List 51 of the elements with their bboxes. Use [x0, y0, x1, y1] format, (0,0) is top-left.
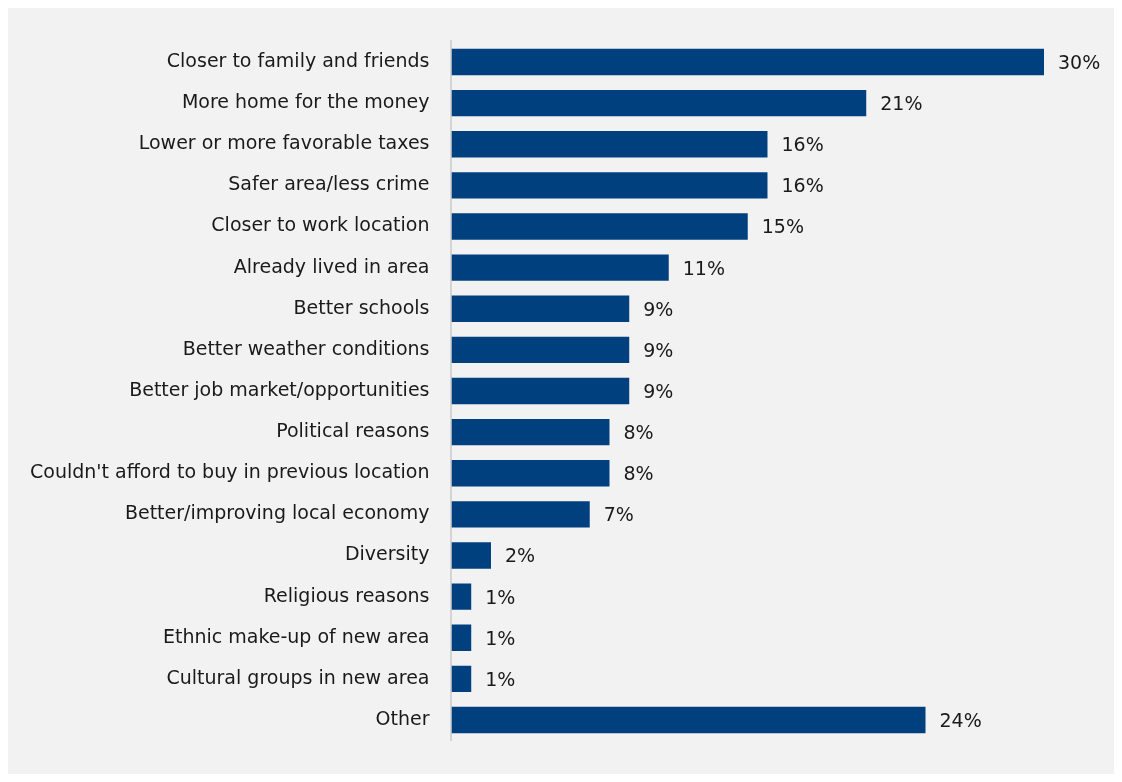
bar [451, 295, 630, 322]
bar [451, 48, 1044, 76]
y-tick-label: Political reasons [276, 419, 430, 442]
bar [451, 418, 610, 446]
data-label: 8% [623, 462, 654, 485]
data-label: 8% [623, 421, 654, 444]
y-tick-label: Already lived in area [233, 254, 430, 277]
data-label: 9% [643, 379, 674, 402]
data-label: 24% [939, 708, 982, 731]
data-label: 15% [761, 215, 804, 238]
y-tick-label: Closer to work location [211, 213, 430, 236]
data-label: 7% [603, 503, 634, 526]
bar [451, 131, 768, 158]
y-tick-label: Religious reasons [263, 583, 430, 606]
data-label: 1% [485, 667, 516, 690]
y-tick-label: Better schools [293, 295, 430, 318]
y-tick-label: Other [375, 706, 430, 729]
data-label: 16% [781, 133, 824, 156]
y-tick-label: Better job market/opportunities [129, 377, 430, 400]
y-tick-label: Better weather conditions [182, 336, 430, 359]
y-tick-label: Diversity [344, 542, 430, 565]
data-label: 11% [682, 256, 725, 279]
y-tick-label: Safer area/less crime [228, 172, 430, 195]
bar [451, 213, 748, 240]
bar [451, 254, 669, 281]
y-tick-label: Ethnic make-up of new area [162, 624, 430, 647]
bar [451, 624, 472, 651]
y-tick-label: Cultural groups in new area [166, 665, 430, 688]
data-label: 16% [781, 174, 824, 197]
data-label: 21% [880, 92, 923, 115]
data-label: 2% [504, 544, 536, 567]
bar [451, 501, 590, 528]
data-label: 9% [643, 338, 674, 361]
data-label: 1% [485, 626, 516, 649]
bar [451, 583, 472, 610]
y-tick-label: Couldn't afford to buy in previous location [30, 460, 430, 483]
bar [451, 377, 630, 405]
y-tick-label: Lower or more favorable taxes [138, 131, 430, 154]
bar [451, 336, 630, 364]
bar [451, 665, 472, 693]
data-label: 1% [485, 585, 516, 608]
bar [451, 460, 610, 487]
bar [451, 706, 926, 734]
data-label: 30% [1058, 50, 1101, 73]
data-label: 9% [643, 297, 674, 320]
bar [451, 172, 768, 199]
y-tick-label: Better/improving local economy [124, 501, 430, 524]
y-tick-label: More home for the money [181, 90, 430, 113]
y-tick-label: Closer to family and friends [166, 48, 430, 71]
bar [451, 89, 867, 117]
bar [451, 542, 491, 569]
